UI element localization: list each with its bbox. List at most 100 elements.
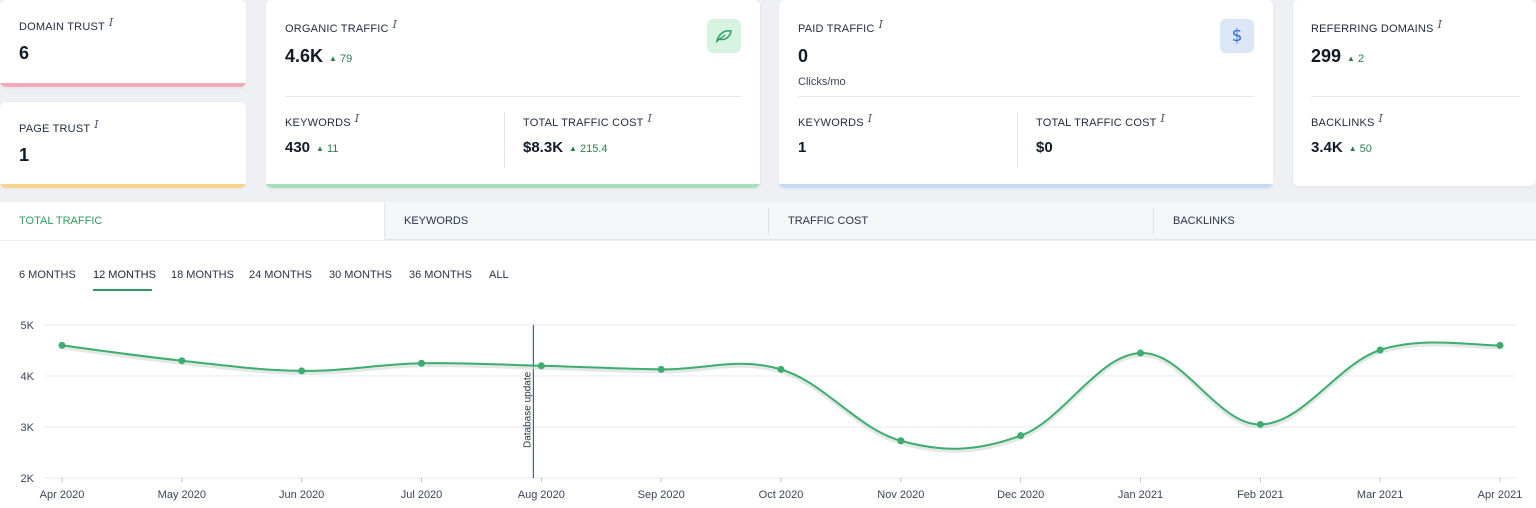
divider xyxy=(504,112,505,168)
data-point xyxy=(1017,432,1025,440)
paid-keywords-label: KEYWORDS i xyxy=(798,112,873,129)
info-icon[interactable]: i xyxy=(108,16,114,29)
up-arrow-icon: ▲ xyxy=(1348,144,1357,153)
domain-trust-card: DOMAIN TRUST i 6 xyxy=(0,0,246,87)
data-point xyxy=(777,365,785,373)
info-icon[interactable]: i xyxy=(1160,112,1166,125)
organic-traffic-card: ORGANIC TRAFFIC i 4.6K ▲ 79 KEYWORDS i 430 ▲ 1… xyxy=(266,0,760,188)
tab-divider xyxy=(1153,208,1154,234)
data-point xyxy=(1256,420,1264,428)
paid-cost-label: TOTAL TRAFFIC COST i xyxy=(1036,112,1166,129)
backlinks-value: 3.4K ▲ 50 xyxy=(1311,139,1372,156)
info-icon[interactable]: i xyxy=(94,118,99,131)
tab-traffic-cost[interactable]: TRAFFIC COST xyxy=(788,215,869,227)
organic-traffic-value: 4.6K ▲ 79 xyxy=(285,46,353,66)
organic-cost-delta: ▲ 215.4 xyxy=(569,143,608,155)
paid-traffic-bar xyxy=(779,184,1273,188)
data-point xyxy=(418,359,425,367)
range-24-months[interactable]: 24 MONTHS xyxy=(249,269,312,281)
info-icon[interactable]: i xyxy=(1378,112,1384,125)
organic-traffic-label: ORGANIC TRAFFIC i xyxy=(285,18,398,35)
x-tick-label: Sep 2020 xyxy=(638,489,685,501)
x-tick-label: Nov 2020 xyxy=(877,489,924,501)
divider xyxy=(798,96,1254,97)
tab-keywords[interactable]: KEYWORDS xyxy=(404,215,469,227)
x-tick-label: Jan 2021 xyxy=(1118,489,1163,501)
paid-keywords-value: 1 xyxy=(798,139,807,156)
organic-cost-value: $8.3K ▲ 215.4 xyxy=(523,139,608,156)
leaf-icon xyxy=(707,19,741,53)
organic-traffic-bar xyxy=(266,184,760,188)
range-36-months[interactable]: 36 MONTHS xyxy=(409,269,472,281)
organic-keywords-delta: ▲ 11 xyxy=(316,143,339,155)
range-30-months[interactable]: 30 MONTHS xyxy=(329,269,392,281)
up-arrow-icon: ▲ xyxy=(316,144,324,153)
x-tick-label: Aug 2020 xyxy=(518,489,565,501)
organic-cost-label: TOTAL TRAFFIC COST i xyxy=(523,112,653,129)
x-tick-label: Oct 2020 xyxy=(759,489,804,501)
x-tick-label: Apr 2021 xyxy=(1478,489,1523,501)
x-tick-label: Dec 2020 xyxy=(997,489,1044,501)
data-point xyxy=(298,367,306,375)
paid-traffic-label: PAID TRAFFIC i xyxy=(798,18,884,35)
x-tick-label: Feb 2021 xyxy=(1237,489,1283,501)
page-trust-label: PAGE TRUST i xyxy=(19,118,99,135)
x-tick-label: Mar 2021 xyxy=(1357,489,1403,501)
paid-traffic-unit: Clicks/mo xyxy=(798,76,846,88)
metric-tabs: TOTAL TRAFFIC KEYWORDS TRAFFIC COST BACK… xyxy=(0,202,1536,240)
organic-keywords-label: KEYWORDS i xyxy=(285,112,360,129)
organic-traffic-delta: ▲ 79 xyxy=(329,53,353,65)
info-icon[interactable]: i xyxy=(392,18,398,31)
referring-domains-label: REFERRING DOMAINS i xyxy=(1311,18,1443,35)
x-tick-label: Jun 2020 xyxy=(279,489,324,501)
info-icon[interactable]: i xyxy=(354,112,360,125)
page-trust-card: PAGE TRUST i 1 xyxy=(0,102,246,188)
info-icon[interactable]: i xyxy=(878,18,884,31)
referring-domains-value: 299 ▲ 2 xyxy=(1311,46,1365,66)
page-trust-bar xyxy=(0,184,246,188)
active-range-indicator xyxy=(93,289,152,291)
x-tick-label: Jul 2020 xyxy=(401,489,443,501)
range-12-months[interactable]: 12 MONTHS xyxy=(93,269,156,281)
data-point xyxy=(657,365,665,373)
database-update-label: Database update xyxy=(522,371,533,448)
info-icon[interactable]: i xyxy=(647,112,653,125)
x-tick-label: May 2020 xyxy=(158,489,206,501)
y-tick-label: 5K xyxy=(21,320,35,332)
referring-domains-card: REFERRING DOMAINS i 299 ▲ 2 BACKLINKS i 3.4K… xyxy=(1293,0,1536,186)
tab-divider xyxy=(768,208,769,234)
range-6-months[interactable]: 6 MONTHS xyxy=(19,269,76,281)
tab-total-traffic[interactable]: TOTAL TRAFFIC xyxy=(0,202,385,240)
data-point xyxy=(537,362,545,370)
domain-trust-value: 6 xyxy=(19,43,30,63)
data-point xyxy=(178,357,186,365)
page-trust-value: 1 xyxy=(19,145,30,165)
data-point xyxy=(1496,341,1504,349)
series-line xyxy=(61,341,1501,450)
backlinks-delta: ▲ 50 xyxy=(1348,143,1372,155)
y-tick-label: 4K xyxy=(21,371,35,383)
up-arrow-icon: ▲ xyxy=(329,54,337,63)
series-shadow xyxy=(61,342,1501,453)
range-18-months[interactable]: 18 MONTHS xyxy=(171,269,234,281)
domain-trust-bar xyxy=(0,83,246,87)
up-arrow-icon: ▲ xyxy=(569,144,577,153)
divider xyxy=(1017,112,1018,168)
traffic-line-chart: 5K 4K 3K 2K Apr 2020 May 2020 Jun 2020 Jul 2020… xyxy=(21,320,1523,501)
dollar-icon: $ xyxy=(1220,19,1254,53)
up-arrow-icon: ▲ xyxy=(1347,54,1355,63)
organic-keywords-value: 430 ▲ 11 xyxy=(285,139,339,156)
data-point xyxy=(58,341,66,349)
data-point xyxy=(897,437,905,445)
range-all[interactable]: ALL xyxy=(489,269,509,281)
data-point xyxy=(1376,346,1384,354)
domain-trust-label: DOMAIN TRUST i xyxy=(19,16,114,33)
paid-traffic-card: PAID TRAFFIC i 0 Clicks/mo $ KEYWORDS i 1 … xyxy=(779,0,1273,188)
x-tick-label: Apr 2020 xyxy=(40,489,85,501)
divider xyxy=(1311,96,1520,97)
info-icon[interactable]: i xyxy=(867,112,873,125)
info-icon[interactable]: i xyxy=(1437,18,1443,31)
y-tick-label: 3K xyxy=(21,422,35,434)
divider xyxy=(285,96,741,97)
tab-backlinks[interactable]: BACKLINKS xyxy=(1173,215,1235,227)
